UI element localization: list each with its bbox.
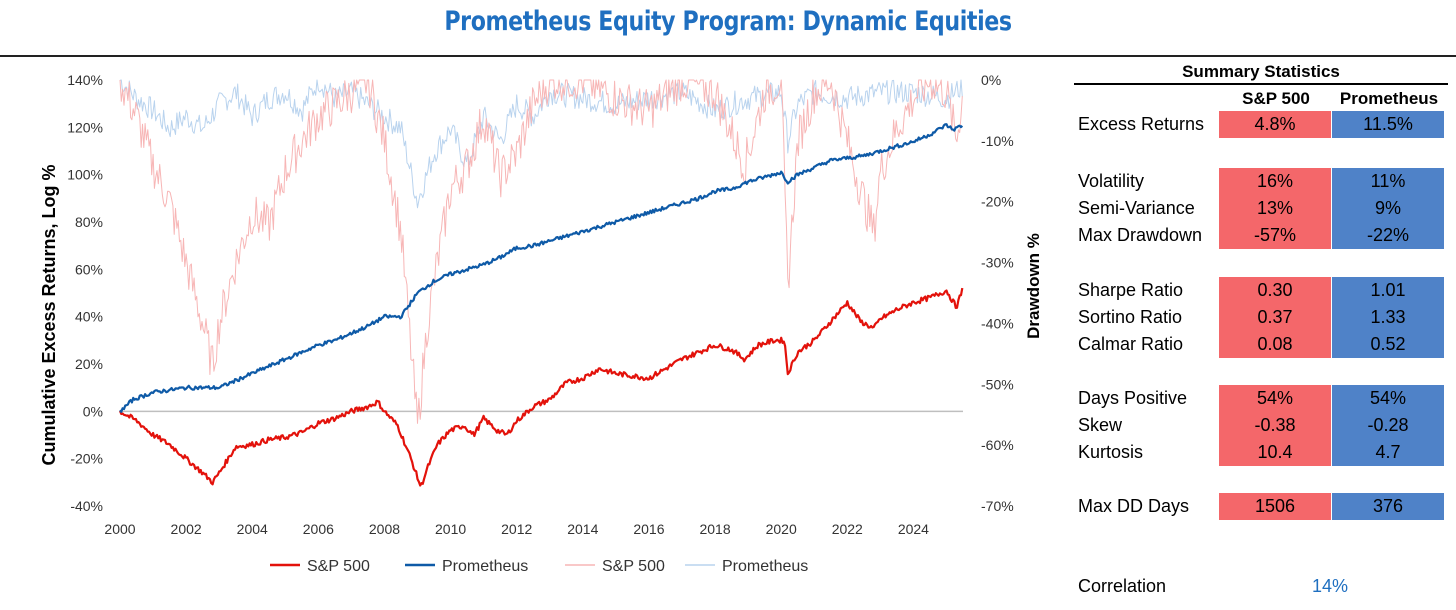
stat-value-sp500: 1506 xyxy=(1219,493,1331,520)
summary-statistics-title: Summary Statistics xyxy=(1182,62,1340,81)
chart-tick-labels: 140% 120% 100% 80% 60% 40% 20% 0% -20% -40% 0% -10%… xyxy=(67,72,1014,537)
y2-axis-label: Drawdown % xyxy=(1024,233,1043,339)
stat-value-sp500: 0.08 xyxy=(1219,331,1331,358)
summary-statistics-rule xyxy=(1074,83,1448,85)
x-tick-label: 2014 xyxy=(567,521,598,537)
correlation-label: Correlation xyxy=(1078,576,1167,596)
page-title: Prometheus Equity Program: Dynamic Equit… xyxy=(444,6,1012,37)
y-tick-label: 100% xyxy=(67,167,103,183)
legend-label: Prometheus xyxy=(442,558,528,575)
stat-value-sp500: 0.30 xyxy=(1219,277,1331,304)
stat-value-prometheus: 11% xyxy=(1332,168,1444,195)
y2-tick-label: -30% xyxy=(981,255,1014,271)
x-tick-label: 2006 xyxy=(303,521,334,537)
x-tick-label: 2000 xyxy=(104,521,135,537)
stat-label: Kurtosis xyxy=(1078,442,1144,462)
y-tick-label: 0% xyxy=(83,403,103,419)
stat-value-prometheus: 9% xyxy=(1332,195,1444,222)
prometheus-line xyxy=(119,123,964,413)
x-tick-label: 2018 xyxy=(699,521,730,537)
stat-value-prometheus: 4.7 xyxy=(1332,439,1444,466)
x-tick-label: 2020 xyxy=(766,521,797,537)
y2-tick-label: -10% xyxy=(981,133,1014,149)
stat-label: Max DD Days xyxy=(1078,496,1190,516)
stat-value-sp500: -0.38 xyxy=(1219,412,1331,439)
x-tick-label: 2024 xyxy=(898,521,929,537)
stat-value-prometheus: 376 xyxy=(1332,493,1444,520)
stat-value-prometheus: 1.33 xyxy=(1332,304,1444,331)
y2-tick-label: -70% xyxy=(981,498,1014,514)
stat-value-prometheus: 1.01 xyxy=(1332,277,1444,304)
y-tick-label: 40% xyxy=(75,309,103,325)
y2-tick-label: -40% xyxy=(981,315,1014,331)
stat-label: Calmar Ratio xyxy=(1078,334,1184,354)
column-header-prometheus: Prometheus xyxy=(1339,89,1439,108)
legend-label: S&P 500 xyxy=(307,558,370,575)
stat-value-prometheus: -22% xyxy=(1332,222,1444,249)
column-header-sp500: S&P 500 xyxy=(1242,89,1310,108)
stat-value-prometheus: -0.28 xyxy=(1332,412,1444,439)
stat-value-prometheus: 54% xyxy=(1332,385,1444,412)
y-axis-label: Cumulative Excess Returns, Log % xyxy=(39,164,59,465)
cumulative-returns-chart: 140% 120% 100% 80% 60% 40% 20% 0% -20% -40% 0% -10%… xyxy=(39,72,1043,575)
stat-label: Excess Returns xyxy=(1078,114,1205,134)
stat-label: Days Positive xyxy=(1078,388,1188,408)
legend-label: Prometheus xyxy=(722,558,808,575)
y-tick-label: 120% xyxy=(67,119,103,135)
stat-label: Volatility xyxy=(1078,171,1145,191)
stat-value-prometheus: 0.52 xyxy=(1332,331,1444,358)
y-tick-label: 60% xyxy=(75,261,103,277)
chart-series xyxy=(118,79,964,487)
x-tick-label: 2022 xyxy=(832,521,863,537)
x-tick-label: 2002 xyxy=(171,521,202,537)
sp500-drawdown-line xyxy=(119,79,963,424)
x-tick-label: 2012 xyxy=(501,521,532,537)
stat-value-prometheus: 11.5% xyxy=(1332,111,1444,138)
x-tick-label: 2004 xyxy=(237,521,268,537)
y2-tick-label: -50% xyxy=(981,376,1014,392)
legend-label: S&P 500 xyxy=(602,558,665,575)
y-tick-label: -20% xyxy=(70,451,103,467)
stat-value-sp500: 0.37 xyxy=(1219,304,1331,331)
stat-value-sp500: 10.4 xyxy=(1219,439,1331,466)
x-tick-label: 2016 xyxy=(633,521,664,537)
sp500-line xyxy=(118,287,964,487)
y-tick-label: -40% xyxy=(70,498,103,514)
stat-value-sp500: 16% xyxy=(1219,168,1331,195)
y2-tick-label: 0% xyxy=(981,72,1001,88)
stat-label: Skew xyxy=(1078,415,1123,435)
x-tick-label: 2010 xyxy=(435,521,466,537)
y-tick-label: 80% xyxy=(75,214,103,230)
stat-value-sp500: 13% xyxy=(1219,195,1331,222)
stat-value-sp500: 54% xyxy=(1219,385,1331,412)
y2-tick-label: -20% xyxy=(981,194,1014,210)
chart-legend: S&P 500 Prometheus S&P 500 Prometheus xyxy=(270,558,808,575)
x-tick-label: 2008 xyxy=(369,521,400,537)
stat-label: Sortino Ratio xyxy=(1078,307,1183,327)
stat-value-sp500: 4.8% xyxy=(1219,111,1331,138)
y2-tick-label: -60% xyxy=(981,437,1014,453)
prometheus-drawdown-line xyxy=(119,79,963,209)
stat-label: Semi-Variance xyxy=(1078,198,1195,218)
correlation-value: 14% xyxy=(1312,576,1349,596)
stat-label: Sharpe Ratio xyxy=(1078,280,1184,300)
y-tick-label: 20% xyxy=(75,356,103,372)
y-tick-label: 140% xyxy=(67,72,103,88)
stat-value-sp500: -57% xyxy=(1219,222,1331,249)
title-divider xyxy=(0,55,1456,57)
stat-label: Max Drawdown xyxy=(1078,225,1203,245)
